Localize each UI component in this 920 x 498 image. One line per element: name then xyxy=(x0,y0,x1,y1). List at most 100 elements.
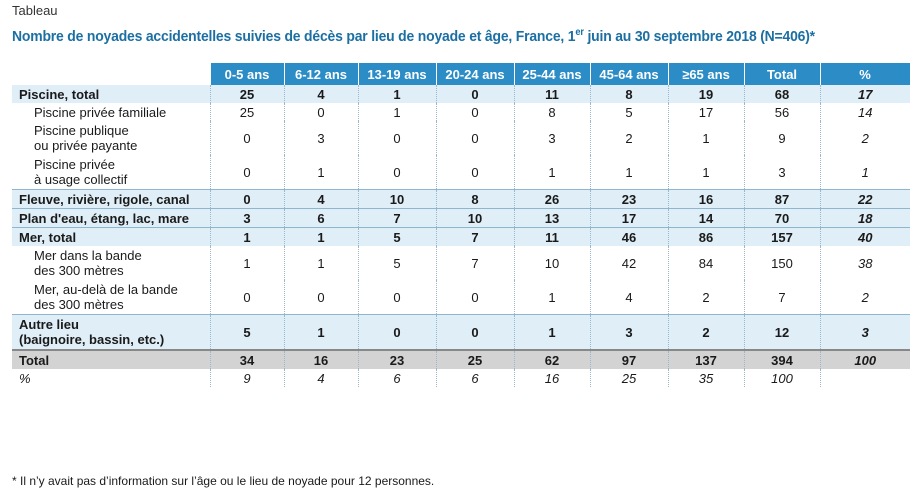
row-label: Mer dans la bande des 300 mètres xyxy=(12,246,211,280)
table-cell: 4 xyxy=(590,280,669,315)
table-cell: 3 xyxy=(210,208,285,228)
row-label: Fleuve, rivière, rigole, canal xyxy=(12,189,211,209)
table-cell: 12 xyxy=(744,314,821,350)
table-cell: 1 xyxy=(284,246,359,280)
table-cell: 8 xyxy=(436,189,515,209)
row-label-line: Piscine privée xyxy=(34,157,115,172)
drowning-table: 0-5 ans 6-12 ans 13-19 ans 20-24 ans 25-44 a… xyxy=(12,63,911,387)
row-label-line: Piscine publique xyxy=(34,123,129,138)
row-label: Mer, au-delà de la bande des 300 mètres xyxy=(12,280,211,315)
table-cell: 0 xyxy=(436,155,515,190)
table-cell: 0 xyxy=(436,280,515,315)
table-cell: 100 xyxy=(820,349,910,369)
table-cell: 8 xyxy=(590,85,669,103)
table-body: Piscine, total 25 4 1 0 11 8 19 68 17 Piscine priv… xyxy=(12,85,910,387)
column-header: 6-12 ans xyxy=(284,63,359,85)
table-caption-label: Tableau xyxy=(12,3,58,18)
table-cell: 6 xyxy=(284,208,359,228)
row-label-line: Plan d'eau, étang, lac, mare xyxy=(19,210,189,226)
table-cell: 8 xyxy=(514,103,591,121)
row-label-line: Mer, total xyxy=(19,229,77,245)
table-cell: 40 xyxy=(820,227,910,246)
table-cell: 10 xyxy=(358,189,437,209)
row-label-line: Mer dans la bande xyxy=(34,248,142,263)
table-cell: 4 xyxy=(284,369,359,387)
column-header: ≥65 ans xyxy=(668,63,745,85)
table-cell: 1 xyxy=(358,85,437,103)
row-label: Plan d'eau, étang, lac, mare xyxy=(12,208,211,228)
table-cell xyxy=(820,369,910,387)
table-cell: 1 xyxy=(668,155,745,190)
table-cell: 23 xyxy=(358,349,437,369)
row-label: Piscine privée à usage collectif xyxy=(12,155,211,190)
table-cell: 16 xyxy=(668,189,745,209)
table-cell: 1 xyxy=(284,155,359,190)
table-cell: 18 xyxy=(820,208,910,228)
table-cell: 4 xyxy=(284,85,359,103)
table-title-end: juin au 30 septembre 2018 (N=406)* xyxy=(583,28,815,45)
row-label-line: des 300 mètres xyxy=(34,297,124,312)
table-cell: 0 xyxy=(436,121,515,155)
table-cell: 7 xyxy=(436,246,515,280)
table-cell: 2 xyxy=(668,280,745,315)
table-cell: 3 xyxy=(590,314,669,350)
table-cell: 1 xyxy=(668,121,745,155)
table-row: Mer dans la bande des 300 mètres 1 1 5 7 10 42 8… xyxy=(12,246,910,280)
row-label-line: Piscine privée familiale xyxy=(34,104,167,120)
table-cell: 25 xyxy=(436,349,515,369)
table-cell: 1 xyxy=(358,103,437,121)
table-cell: 1 xyxy=(514,280,591,315)
table-cell: 23 xyxy=(590,189,669,209)
table-cell: 1 xyxy=(284,227,359,246)
table-cell: 9 xyxy=(744,121,821,155)
column-header: 45-64 ans xyxy=(590,63,669,85)
table-cell: 6 xyxy=(358,369,437,387)
table-cell: 0 xyxy=(210,280,285,315)
table-cell: 4 xyxy=(284,189,359,209)
table-cell: 17 xyxy=(590,208,669,228)
table-cell: 100 xyxy=(744,369,821,387)
table-cell: 22 xyxy=(820,189,910,209)
row-label-line: Fleuve, rivière, rigole, canal xyxy=(19,191,190,207)
table-cell: 3 xyxy=(514,121,591,155)
table-cell: 3 xyxy=(820,314,910,350)
table-header-row: 0-5 ans 6-12 ans 13-19 ans 20-24 ans 25-44 a… xyxy=(12,63,911,85)
table-cell: 2 xyxy=(820,280,910,315)
table-cell: 11 xyxy=(514,85,591,103)
table-cell: 25 xyxy=(210,85,285,103)
table-title-superscript: er xyxy=(575,27,584,38)
table-cell: 0 xyxy=(358,155,437,190)
row-label-line: Total xyxy=(19,352,50,368)
row-label-line: (baignoire, bassin, etc.) xyxy=(19,332,165,347)
row-label: Autre lieu (baignoire, bassin, etc.) xyxy=(12,314,211,350)
table-row: Piscine privée familiale 25 0 1 0 8 5 17 56 14 xyxy=(12,103,910,121)
row-label-line: Mer, au-delà de la bande xyxy=(34,282,178,297)
table-cell: 5 xyxy=(590,103,669,121)
table-cell: 7 xyxy=(744,280,821,315)
table-cell: 62 xyxy=(514,349,591,369)
row-label-line: ou privée payante xyxy=(34,138,138,153)
row-label: Total xyxy=(12,349,211,369)
table-cell: 0 xyxy=(358,121,437,155)
table-cell: 7 xyxy=(358,208,437,228)
table-cell: 38 xyxy=(820,246,910,280)
table-cell: 70 xyxy=(744,208,821,228)
table-cell: 0 xyxy=(210,189,285,209)
table-cell: 35 xyxy=(668,369,745,387)
table-cell: 0 xyxy=(436,85,515,103)
table-cell: 2 xyxy=(668,314,745,350)
table-cell: 394 xyxy=(744,349,821,369)
table-cell: 25 xyxy=(590,369,669,387)
table-cell: 150 xyxy=(744,246,821,280)
table-cell: 42 xyxy=(590,246,669,280)
table-cell: 2 xyxy=(590,121,669,155)
header-blank-cell xyxy=(12,63,211,85)
table-cell: 13 xyxy=(514,208,591,228)
table-cell: 1 xyxy=(820,155,910,190)
table-cell: 0 xyxy=(436,314,515,350)
table-cell: 7 xyxy=(436,227,515,246)
table-row: Mer, au-delà de la bande des 300 mètres 0 0… xyxy=(12,280,910,315)
table-cell: 5 xyxy=(358,227,437,246)
table-row: Mer, total 1 1 5 7 11 46 86 157 40 xyxy=(12,227,910,246)
table-cell: 84 xyxy=(668,246,745,280)
